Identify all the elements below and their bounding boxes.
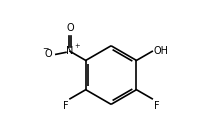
Text: F: F [154,101,159,111]
Text: N: N [66,46,74,56]
Text: O: O [44,49,52,59]
Text: +: + [74,43,80,49]
Text: F: F [63,101,68,111]
Text: O: O [66,23,74,33]
Text: OH: OH [154,46,169,56]
Text: −: − [42,44,49,53]
